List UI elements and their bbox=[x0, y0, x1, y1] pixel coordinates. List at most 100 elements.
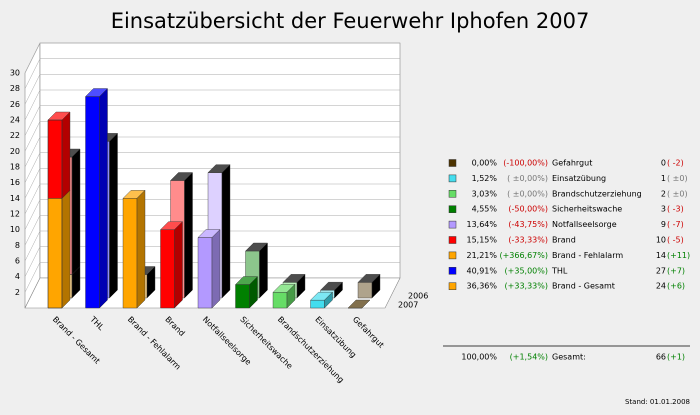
bar-face bbox=[99, 88, 108, 309]
x-tick-label: THL bbox=[88, 314, 106, 332]
delta: ( -5) bbox=[667, 236, 684, 245]
bar-segment-face bbox=[47, 198, 63, 309]
bar-segment-face bbox=[61, 189, 71, 309]
footer: Stand: 01.01.2008 bbox=[625, 398, 690, 406]
grid-line bbox=[24, 262, 41, 293]
grid-line bbox=[24, 183, 41, 215]
share: 36,36% bbox=[466, 282, 497, 291]
y-tick-label: 30 bbox=[10, 69, 20, 78]
row-name: Gefahrgut bbox=[552, 159, 592, 168]
bar-face bbox=[85, 96, 100, 309]
count: 27 bbox=[656, 266, 666, 275]
share: 100,00% bbox=[461, 353, 497, 362]
share: 40,91% bbox=[466, 266, 497, 275]
share: 0,00% bbox=[472, 159, 498, 168]
y-tick-label: 10 bbox=[10, 225, 20, 234]
change: (-43,75%) bbox=[508, 220, 548, 229]
grid-line bbox=[24, 136, 41, 168]
bar-face bbox=[211, 229, 221, 309]
share: 3,03% bbox=[472, 189, 498, 198]
legend-swatch bbox=[448, 236, 457, 244]
grid-line bbox=[24, 230, 41, 262]
y-tick-label: 26 bbox=[10, 100, 20, 109]
delta: ( ±0) bbox=[667, 174, 688, 183]
count: 3 bbox=[661, 205, 666, 214]
share: 21,21% bbox=[466, 251, 497, 260]
y-tick-label: 16 bbox=[10, 178, 20, 187]
bar bbox=[347, 299, 371, 309]
delta: (+1) bbox=[667, 353, 685, 362]
x-tick-label: Brandschutzerziehung bbox=[276, 315, 346, 385]
count: 24 bbox=[656, 282, 666, 291]
bar-face bbox=[235, 284, 250, 309]
count: 14 bbox=[656, 251, 666, 260]
legend-swatch bbox=[448, 220, 457, 229]
bar-face bbox=[174, 221, 183, 309]
grid-line bbox=[24, 121, 41, 152]
delta: (+11) bbox=[667, 251, 690, 260]
bar-face bbox=[296, 273, 306, 299]
grid-line bbox=[24, 199, 41, 230]
bar-face bbox=[334, 281, 343, 299]
share: 1,52% bbox=[472, 174, 498, 183]
bar-face bbox=[361, 299, 371, 309]
grid-line bbox=[24, 168, 41, 199]
bar-face bbox=[272, 292, 288, 309]
bar-total bbox=[47, 119, 63, 309]
y-tick-label: 2 bbox=[15, 288, 20, 297]
bar-segment-face bbox=[47, 119, 63, 199]
y-tick-label: 18 bbox=[10, 163, 20, 172]
share: 15,15% bbox=[466, 236, 497, 245]
bar-face bbox=[310, 299, 325, 309]
legend-swatch bbox=[448, 251, 457, 260]
x-tick-label: Gefahrgut bbox=[351, 315, 386, 350]
y-tick-label: 6 bbox=[15, 257, 20, 266]
bar-face bbox=[259, 242, 268, 299]
change: (-100,00%) bbox=[503, 159, 548, 168]
count: 2 bbox=[661, 189, 666, 198]
bar-face bbox=[249, 276, 258, 309]
y-tick-label: 14 bbox=[10, 194, 20, 203]
bar-face bbox=[286, 283, 296, 309]
grid-line bbox=[24, 105, 41, 136]
delta: ( -3) bbox=[667, 205, 684, 214]
bar-face bbox=[324, 291, 333, 309]
change: ( ±0,00%) bbox=[507, 174, 548, 183]
change: (+35,00%) bbox=[505, 266, 548, 275]
y-tick-label: 22 bbox=[10, 131, 20, 140]
share: 4,55% bbox=[472, 205, 498, 214]
bar-face bbox=[122, 198, 138, 309]
bar-face bbox=[184, 172, 193, 299]
bar bbox=[197, 229, 221, 309]
bar-face bbox=[357, 282, 373, 299]
bar-segment bbox=[47, 111, 71, 199]
bar-segment-face bbox=[61, 111, 71, 199]
bar-face bbox=[221, 164, 231, 299]
bar bbox=[122, 189, 146, 309]
row-name: THL bbox=[551, 266, 568, 275]
row-name: Brandschutzerziehung bbox=[552, 189, 642, 198]
y-tick-label: 12 bbox=[10, 210, 20, 219]
legend-swatch bbox=[448, 282, 457, 290]
bar-segment bbox=[47, 189, 71, 309]
bar-face bbox=[160, 229, 175, 309]
share: 13,64% bbox=[466, 220, 497, 229]
chart-title: Einsatzübersicht der Feuerwehr Iphofen 2… bbox=[111, 9, 590, 33]
grid-line bbox=[24, 42, 41, 74]
row-name: Sicherheitswache bbox=[552, 205, 622, 214]
y-tick-label: 20 bbox=[10, 147, 20, 156]
bar bbox=[85, 88, 108, 309]
bar-face bbox=[371, 273, 381, 299]
count: 66 bbox=[656, 353, 666, 362]
bar-face bbox=[109, 132, 118, 299]
delta: ( -7) bbox=[667, 220, 684, 229]
delta: (+6) bbox=[667, 282, 685, 291]
row-name: Gesamt: bbox=[552, 353, 586, 362]
row-name: Brand - Gesamt bbox=[552, 282, 615, 291]
legend-swatch bbox=[448, 174, 457, 183]
change: (+366,67%) bbox=[499, 251, 548, 260]
count: 0 bbox=[661, 159, 666, 168]
x-tick-label: Brand bbox=[163, 315, 186, 338]
legend-swatch bbox=[448, 190, 457, 198]
